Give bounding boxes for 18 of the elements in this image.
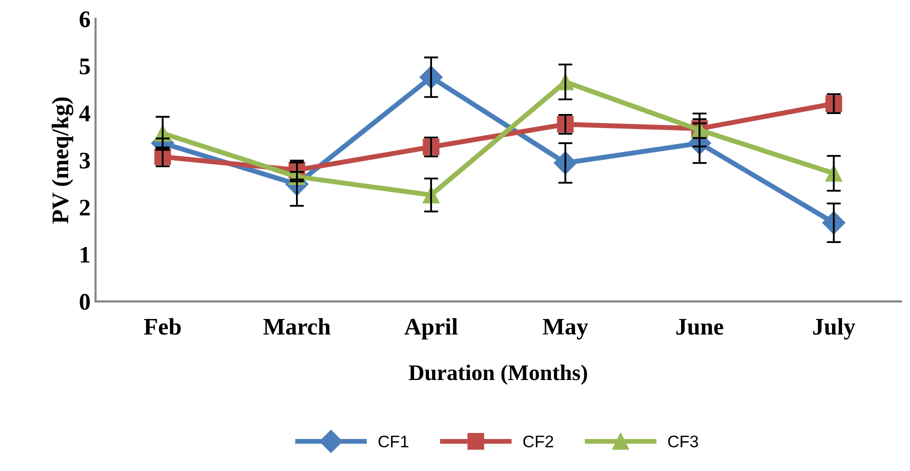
- x-tick-label: July: [813, 318, 856, 340]
- x-tick-label: May: [542, 318, 588, 340]
- x-tick-label: April: [404, 318, 458, 340]
- legend-label: CF1: [378, 436, 408, 448]
- legend-label: CF3: [668, 436, 698, 448]
- x-tick-label: June: [676, 319, 724, 335]
- y-tick-label: 6: [80, 11, 90, 28]
- y-axis-title: PV (meq/kg): [52, 97, 74, 224]
- x-tick-label: Feb: [144, 318, 181, 335]
- y-tick-label: 5: [80, 58, 90, 74]
- y-tick-label: 3: [80, 152, 90, 169]
- legend-label: CF2: [523, 436, 554, 448]
- y-tick-label: 0: [80, 294, 90, 310]
- x-axis-title: Duration (Months): [408, 364, 588, 385]
- y-tick-label: 2: [80, 200, 90, 216]
- y-tick-label: 4: [79, 106, 90, 122]
- x-tick-label: March: [263, 318, 330, 335]
- y-tick-label: 1: [80, 246, 90, 263]
